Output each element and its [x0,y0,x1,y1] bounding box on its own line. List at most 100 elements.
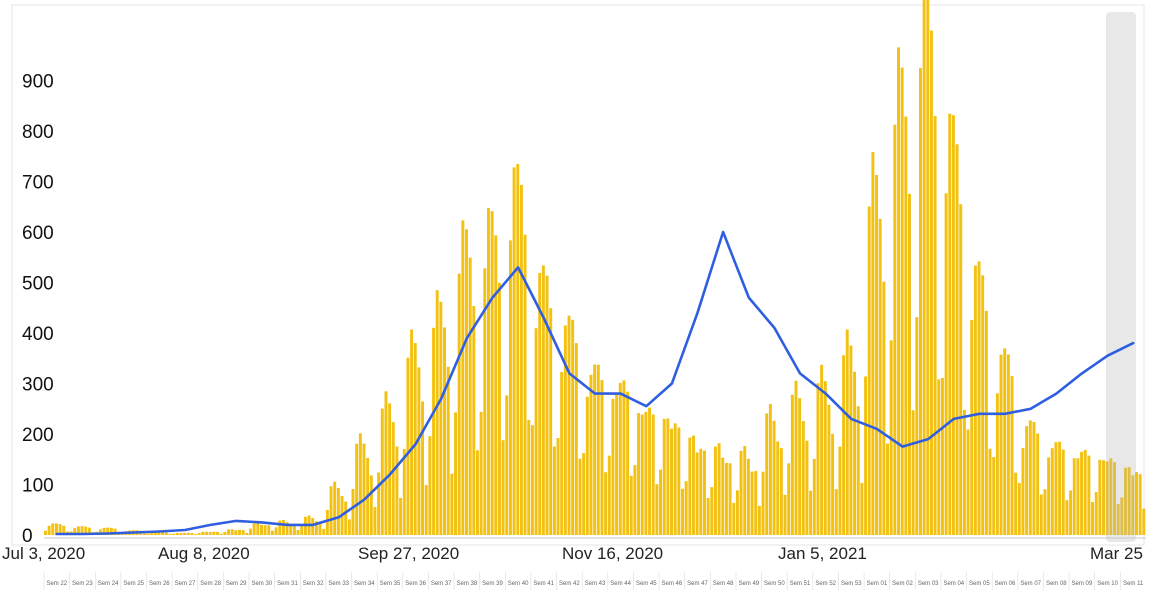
week-label: Sem 44 [610,581,631,587]
bar [395,446,399,535]
bar [230,529,234,535]
bar [637,413,641,535]
bar [757,505,761,535]
bar [508,240,512,536]
bar [161,532,165,535]
bar [483,268,487,535]
bar [457,273,461,535]
bar [765,413,769,535]
bar [406,357,410,535]
bar [333,481,337,535]
bar [878,218,882,536]
week-label: Sem 36 [405,581,426,587]
bar [479,411,483,535]
y-tick-label: 200 [22,425,54,446]
bar [871,152,875,535]
bar [212,531,216,535]
week-label: Sem 28 [200,581,221,587]
y-tick-label: 800 [22,122,54,143]
bar [1098,459,1102,535]
bar [984,310,988,535]
week-label: Sem 34 [354,581,375,587]
bar [560,371,564,535]
week-label: Sem 47 [687,581,708,587]
bar [999,354,1003,535]
bar [76,526,80,535]
bar [1014,472,1018,535]
bar [516,163,520,535]
bar [677,427,681,535]
bar [1124,467,1127,535]
x-date-label: Sep 27, 2020 [358,544,459,563]
bar [1036,433,1040,535]
bar [1003,348,1007,535]
bar [995,393,999,535]
bar [955,144,959,535]
bar [864,376,868,535]
bar [1094,492,1098,535]
y-tick-label: 700 [22,173,54,194]
bar [629,475,633,535]
bar [633,465,637,535]
bar [1047,457,1051,535]
bar [47,525,51,535]
bar [186,532,190,535]
bar [783,494,787,535]
bar [98,529,102,535]
bar [238,529,241,535]
bar [1120,497,1124,535]
bar [655,484,659,535]
bar [216,531,219,535]
week-label: Sem 46 [662,581,683,587]
bar [567,315,571,535]
bar [1076,458,1080,535]
bar [545,275,549,535]
bar [318,521,322,535]
bar [311,518,315,535]
bar [424,485,428,535]
week-label: Sem 02 [892,581,913,587]
bar [556,438,560,535]
bar [1069,490,1073,535]
y-tick-label: 900 [22,72,54,93]
bar [256,522,260,535]
bar [1113,462,1116,535]
bar [497,282,501,535]
bar [724,462,728,535]
bar [201,531,205,535]
bar [252,523,256,535]
bar [838,446,842,535]
bar [1131,475,1135,535]
bar [842,355,846,535]
week-label: Sem 30 [251,581,272,587]
bar [962,409,966,535]
bar [523,234,527,535]
bar [146,533,150,535]
bar [600,380,604,535]
bar [666,418,670,535]
bar [1116,504,1120,535]
bar [541,265,545,535]
y-tick-label: 0 [22,526,33,547]
week-label: Sem 50 [764,581,785,587]
y-tick-label: 100 [22,476,54,497]
bar [1083,449,1087,535]
bar [54,523,58,535]
incomplete-data-shade [1106,12,1136,542]
bar [362,443,366,535]
bar [754,470,758,535]
bar [798,398,802,535]
bar [58,524,62,535]
bar [787,463,791,535]
bar [552,446,556,535]
bar [380,408,384,535]
bar [530,425,534,535]
bar [940,377,944,535]
bar [670,428,673,535]
bar [908,193,911,535]
bar [1138,474,1142,535]
bar [618,383,622,535]
bar [596,364,600,535]
bar [1105,461,1109,535]
bar [1050,448,1054,535]
